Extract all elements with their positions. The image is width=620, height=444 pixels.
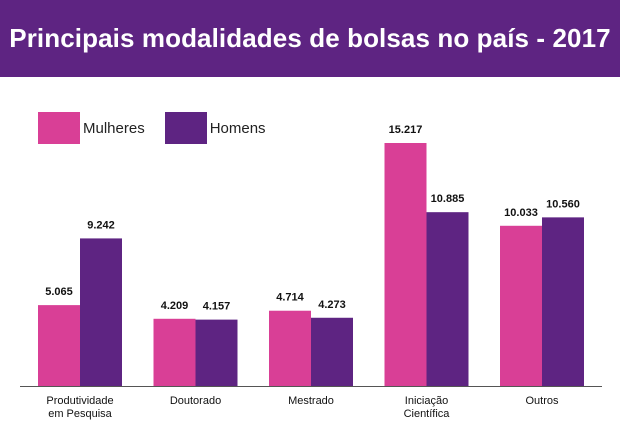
legend-label-homens: Homens (209, 119, 266, 137)
data-label-homens-4: 10.560 (546, 198, 580, 210)
legend-swatch-mulheres (38, 112, 80, 144)
data-label-homens-2: 4.273 (318, 299, 346, 311)
bar-homens-0 (80, 238, 122, 386)
data-label-homens-1: 4.157 (203, 301, 231, 313)
bar-homens-2 (311, 317, 353, 386)
category-label-0-0: Produtividade (46, 395, 113, 407)
data-label-mulheres-2: 4.714 (276, 292, 304, 304)
legend: Mulheres Homens (38, 112, 286, 144)
bar-homens-3 (426, 212, 469, 386)
bar-mulheres-1 (153, 318, 196, 386)
category-label-3-0: Iniciação (405, 395, 448, 407)
bar-homens-1 (195, 319, 238, 386)
bar-mulheres-2 (269, 310, 311, 386)
data-label-mulheres-0: 5.065 (45, 286, 73, 298)
bar-mulheres-3 (384, 143, 427, 386)
bar-mulheres-4 (500, 225, 542, 386)
data-label-homens-3: 10.885 (431, 193, 465, 205)
chart-header: Principais modalidades de bolsas no país… (0, 0, 620, 77)
data-label-mulheres-1: 4.209 (161, 300, 189, 312)
legend-item-mulheres: Mulheres (38, 112, 145, 144)
data-label-homens-0: 9.242 (87, 219, 115, 231)
data-label-mulheres-3: 15.217 (389, 124, 423, 136)
data-label-mulheres-4: 10.033 (504, 207, 538, 219)
category-label-3-1: Científica (404, 408, 451, 420)
category-label-4-0: Outros (525, 395, 559, 407)
category-label-1-0: Doutorado (170, 395, 221, 407)
category-label-2-0: Mestrado (288, 395, 334, 407)
bar-mulheres-0 (38, 305, 80, 386)
legend-label-mulheres: Mulheres (83, 119, 145, 137)
legend-item-homens: Homens (164, 112, 266, 144)
bar-homens-4 (542, 217, 584, 386)
chart-title: Principais modalidades de bolsas no país… (9, 23, 611, 53)
category-label-0-1: em Pesquisa (48, 408, 112, 420)
legend-swatch-homens (164, 112, 207, 144)
